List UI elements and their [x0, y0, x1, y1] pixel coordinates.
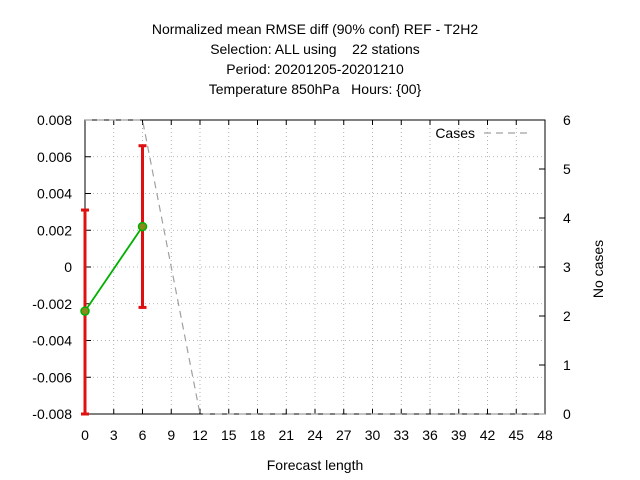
- x-tick-label: 6: [139, 427, 147, 443]
- y-right-tick-label: 2: [563, 308, 571, 324]
- x-tick-label: 30: [365, 427, 381, 443]
- y-left-tick-label: 0.006: [37, 149, 72, 165]
- legend-label-cases: Cases: [435, 125, 475, 141]
- y-right-tick-label: 0: [563, 406, 571, 422]
- title-line-3: Period: 20201205-20201210: [226, 61, 404, 77]
- y-left-tick-label: 0: [64, 259, 72, 275]
- x-tick-label: 27: [336, 427, 352, 443]
- x-tick-label: 0: [81, 427, 89, 443]
- y-left-tick-labels: 0.008 0.006 0.004 0.002 0 -0.002 -0.004 -0.006 -…: [32, 112, 72, 422]
- x-tick-label: 21: [278, 427, 294, 443]
- title-line-4: Temperature 850hPa Hours: {00}: [209, 81, 422, 97]
- x-tick-label: 12: [192, 427, 208, 443]
- rmse-diff-line: [84, 226, 144, 312]
- legend: Cases: [435, 125, 530, 141]
- y-left-tick-label: -0.002: [32, 296, 72, 312]
- x-tick-label: 24: [307, 427, 323, 443]
- x-tick-label: 36: [422, 427, 438, 443]
- y-right-tick-label: 3: [563, 259, 571, 275]
- y-right-tick-label: 5: [563, 161, 571, 177]
- data-point: [137, 221, 148, 232]
- y-right-axis-label: No cases: [590, 240, 606, 298]
- x-tick-label: 33: [393, 427, 409, 443]
- title-line-1: Normalized mean RMSE diff (90% conf) REF…: [152, 21, 478, 37]
- x-tick-label: 42: [480, 427, 496, 443]
- y-left-tick-label: -0.008: [32, 406, 72, 422]
- y-right-tick-label: 1: [563, 357, 571, 373]
- y-left-tick-label: 0.004: [37, 186, 72, 202]
- y-right-tick-label: 6: [563, 112, 571, 128]
- y-left-tick-label: -0.004: [32, 333, 72, 349]
- grid: [85, 120, 545, 414]
- chart-title: Normalized mean RMSE diff (90% conf) REF…: [152, 21, 478, 97]
- cases-line: [85, 119, 545, 415]
- y-right-tick-label: 4: [563, 210, 571, 226]
- x-tick-label: 9: [167, 427, 175, 443]
- data-point: [80, 306, 90, 316]
- x-tick-label: 18: [250, 427, 266, 443]
- series: [80, 119, 545, 416]
- x-tick-label: 45: [508, 427, 524, 443]
- y-left-tick-label: -0.006: [32, 369, 72, 385]
- x-axis-label: Forecast length: [267, 457, 364, 473]
- x-tick-label: 15: [221, 427, 237, 443]
- x-tick-label: 48: [537, 427, 553, 443]
- title-line-2: Selection: ALL using 22 stations: [210, 41, 420, 57]
- x-tick-label: 3: [110, 427, 118, 443]
- x-tick-labels: 0 3 6 9 12 15 18 21 24 27 30 33 36 39 42 45 48: [81, 427, 553, 443]
- x-tick-label: 39: [451, 427, 467, 443]
- y-right-tick-labels: 6 5 4 3 2 1 0: [563, 112, 571, 422]
- y-left-tick-label: 0.008: [37, 112, 72, 128]
- y-left-tick-label: 0.002: [37, 222, 72, 238]
